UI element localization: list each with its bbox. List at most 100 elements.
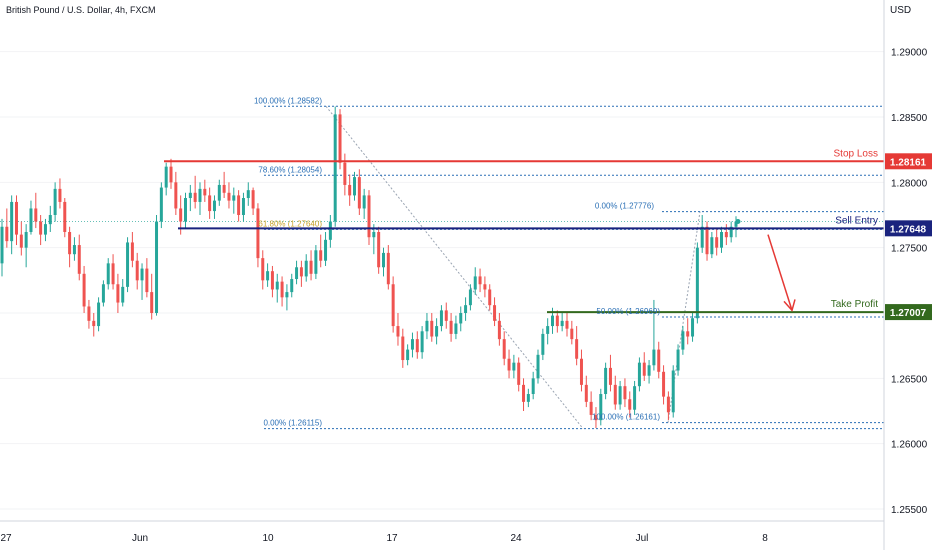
candle-body [126, 242, 130, 287]
candle [493, 297, 497, 327]
candle-body [169, 166, 173, 183]
fibonacci-drawings [264, 105, 884, 430]
candle [555, 310, 559, 333]
candle-body [512, 362, 516, 371]
candle-body [430, 320, 434, 337]
candle-body [188, 192, 192, 199]
candle-body [367, 195, 371, 238]
candle-body [208, 195, 212, 212]
time-axis[interactable]: 27 Jun 10 17 24 Jul 8 [0, 520, 884, 544]
candle-body [212, 200, 216, 212]
candle [681, 326, 685, 355]
candle-body [594, 414, 598, 421]
candle-body [623, 386, 627, 400]
candle [464, 297, 468, 321]
time-tick-label: 10 [262, 533, 274, 544]
candle [227, 182, 231, 209]
price-tick-label: 1.26500 [891, 374, 928, 385]
candle-body [647, 365, 651, 376]
candle-body [357, 177, 361, 209]
candle [439, 305, 443, 332]
candle-body [150, 292, 154, 314]
candle [333, 106, 337, 227]
candle [420, 326, 424, 359]
candle-body [372, 231, 376, 238]
candle-body [174, 182, 178, 209]
candle [159, 182, 163, 229]
candle-body [135, 260, 139, 281]
candle [415, 331, 419, 359]
candle [188, 184, 192, 212]
candle-body [232, 195, 236, 201]
candle [24, 224, 28, 268]
candle-body [97, 302, 101, 327]
candle [77, 234, 81, 281]
price-axis[interactable]: 1.255001.260001.265001.270001.275001.280… [883, 0, 932, 550]
candle-body [338, 114, 342, 163]
candle [468, 284, 472, 311]
candle [444, 302, 448, 329]
candle [203, 179, 207, 202]
candle-body [502, 339, 506, 359]
candle [174, 171, 178, 216]
candle-body [130, 242, 134, 261]
candle-body [560, 320, 564, 327]
trade-levels: Stop Loss Sell Entry Take Profit [164, 148, 884, 314]
candle [570, 320, 574, 345]
candle-body [459, 313, 463, 324]
candle-body [724, 231, 728, 238]
candle [589, 391, 593, 421]
candle-body [570, 328, 574, 340]
time-tick-label: Jul [636, 533, 649, 544]
candle-body [299, 267, 303, 277]
candle-body [280, 281, 284, 298]
candle-body [468, 289, 472, 306]
candle [565, 313, 569, 337]
candle-body [666, 396, 670, 413]
candle-body [671, 370, 675, 413]
candle-body [68, 231, 72, 255]
candle-body [324, 239, 328, 261]
candle-body [507, 358, 511, 371]
currency-label[interactable]: USD [890, 5, 912, 16]
candle-body [444, 310, 448, 321]
candle-body [275, 281, 279, 290]
candle [507, 349, 511, 379]
candle-body [319, 250, 323, 261]
candle [82, 265, 86, 314]
candle [92, 313, 96, 337]
candle-body [203, 188, 207, 196]
candle-body [662, 371, 666, 397]
candle [145, 258, 149, 298]
candle [512, 354, 516, 379]
candle-body [705, 226, 709, 255]
candle-body [314, 250, 318, 274]
candle [106, 258, 110, 290]
candle-body [343, 162, 347, 185]
candle-body [720, 231, 724, 248]
candle [425, 313, 429, 340]
candle [720, 226, 724, 253]
candle [295, 260, 299, 285]
candle [241, 192, 245, 222]
candle-body [155, 221, 159, 314]
candle-body [82, 273, 86, 307]
candle [410, 332, 414, 358]
candle-body [604, 367, 608, 395]
candle [618, 380, 622, 410]
time-tick-label: 27 [0, 533, 12, 544]
candle [357, 169, 361, 216]
candle [579, 349, 583, 392]
candle-body [579, 358, 583, 385]
candle [575, 326, 579, 366]
time-tick-label: 24 [510, 533, 522, 544]
candle [150, 273, 154, 320]
fib-label: 78.60% (1.28054) [258, 165, 322, 174]
candle-body [63, 201, 67, 232]
candle [251, 187, 255, 216]
candle-body [454, 323, 458, 334]
candle-body [227, 192, 231, 201]
candle-body [179, 208, 183, 222]
